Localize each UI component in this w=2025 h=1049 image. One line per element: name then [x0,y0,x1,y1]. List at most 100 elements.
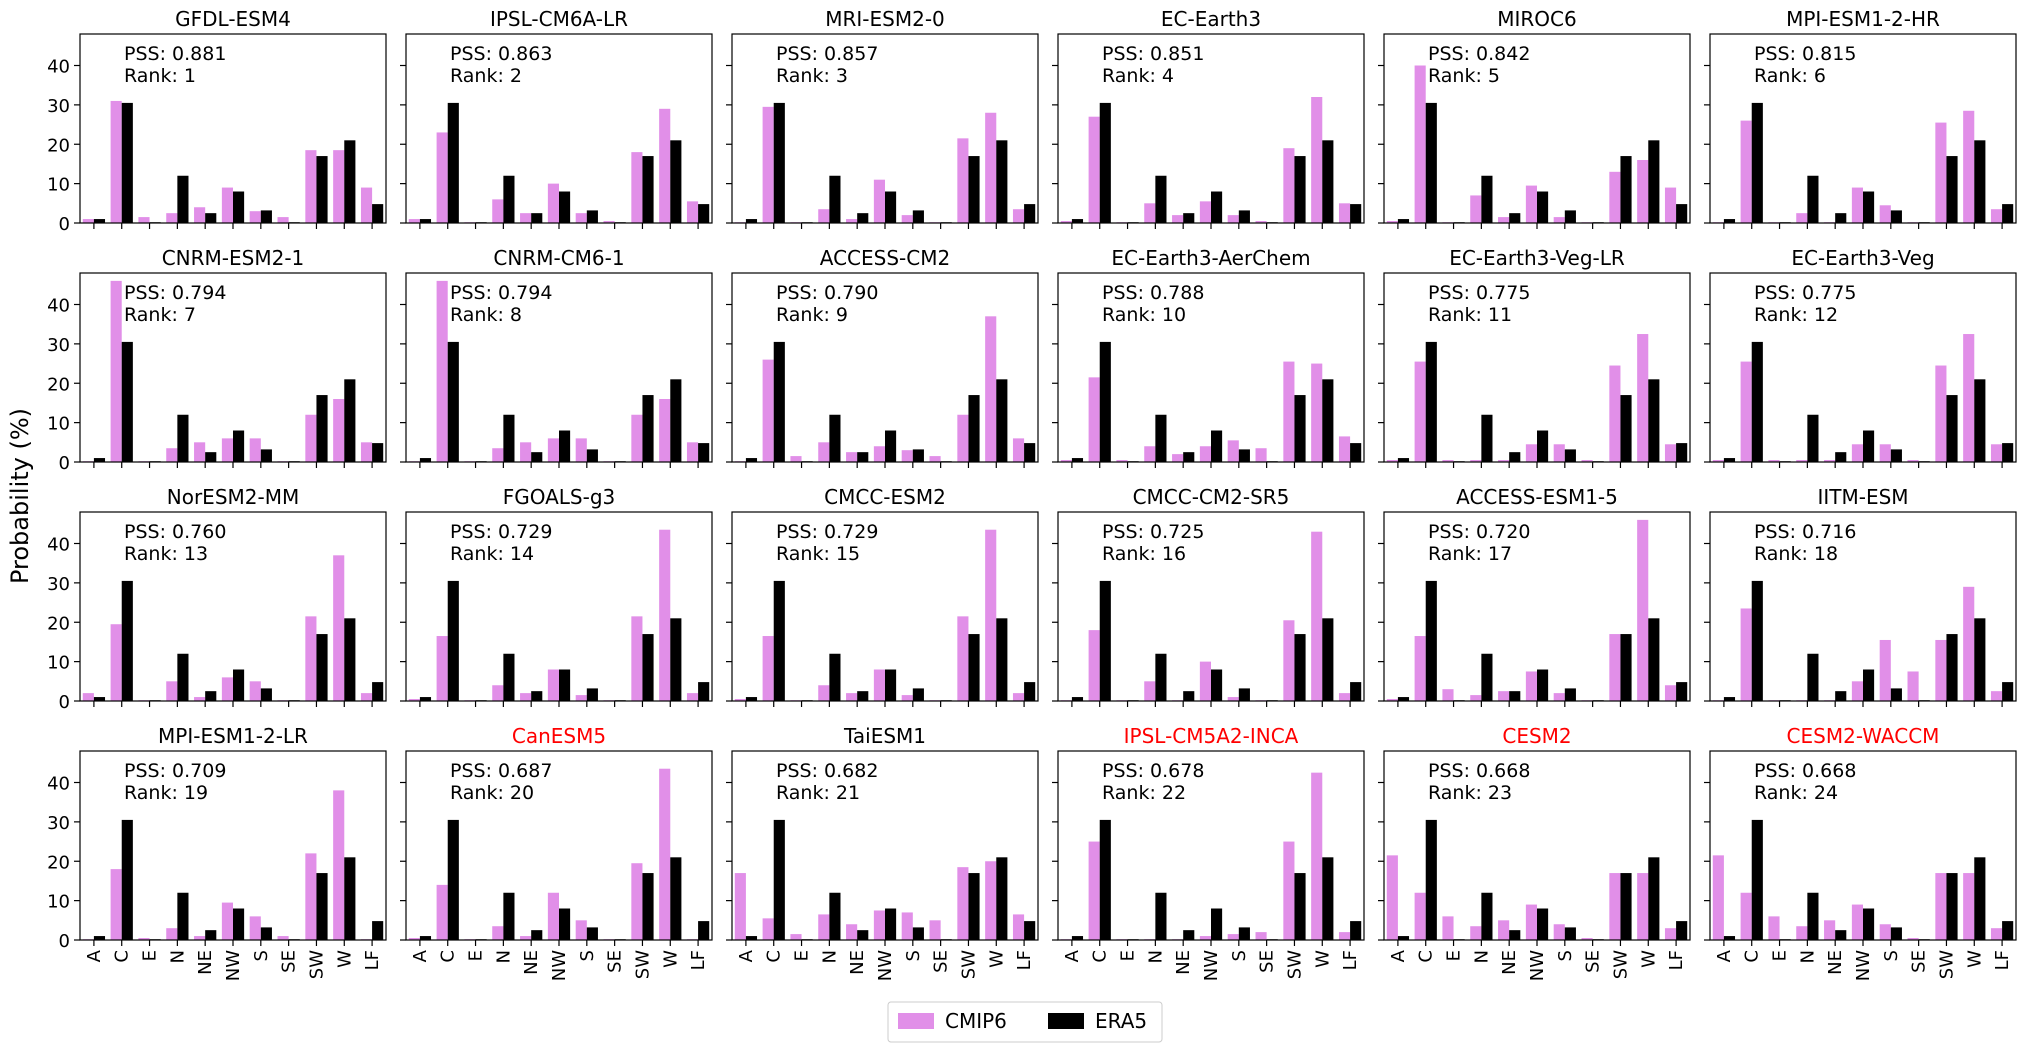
x-tick-label-LF: LF [362,950,383,970]
x-tick-label-W: W [1964,950,1985,968]
bar-cmip6-NE [1498,460,1510,462]
bar-cmip6-SE [1581,938,1593,940]
bar-era5-C [773,819,785,940]
bar-cmip6-A [408,699,420,701]
bar-cmip6-SW [957,138,969,223]
bar-cmip6-SW [1283,148,1295,223]
bar-cmip6-E [790,934,802,940]
pss-annotation: PSS: 0.716 [1754,521,1856,543]
y-tick-label: 40 [47,535,70,556]
bar-era5-S [912,927,924,940]
x-tick-label-A: A [1714,949,1735,962]
bar-era5-C [121,580,133,701]
rank-annotation: Rank: 11 [1428,304,1512,326]
bar-era5-N [829,892,841,940]
bar-era5-C [121,819,133,940]
bar-era5-W [1322,857,1334,940]
x-tick-label-C: C [112,950,133,963]
y-tick-label: 10 [47,653,70,674]
bar-cmip6-W [985,316,997,462]
bar-cmip6-C [762,359,774,462]
x-tick-label-N: N [1471,950,1492,963]
y-tick-label: 40 [47,57,70,78]
bar-era5-NW [559,191,571,223]
bar-era5-W [1648,857,1660,940]
bar-cmip6-NE [1824,460,1836,462]
rank-annotation: Rank: 3 [776,65,848,87]
bar-cmip6-C [1414,361,1426,462]
bar-cmip6-NE [194,936,206,940]
bar-cmip6-SE [1907,938,1919,940]
x-tick-label-E: E [466,950,487,961]
bar-cmip6-LF [360,693,373,701]
rank-annotation: Rank: 22 [1102,782,1186,804]
y-tick-label: 40 [47,296,70,317]
bar-cmip6-W [659,768,671,940]
y-tick-label: 30 [47,335,70,356]
y-axis-label: Probability (%) [6,408,34,584]
x-tick-label-LF: LF [1340,950,1361,970]
bar-cmip6-S [901,695,913,701]
bar-era5-C [121,102,133,223]
bar-cmip6-LF [1990,444,2003,462]
bar-cmip6-NW [547,669,559,701]
x-tick-label-SW: SW [1284,950,1305,979]
bar-era5-S [1564,210,1576,223]
bar-era5-W [1974,618,1986,701]
y-tick-label: 0 [59,931,70,952]
bar-era5-A [1071,458,1084,462]
bar-era5-W [1648,140,1660,223]
bar-cmip6-W [985,861,997,940]
y-tick-label: 0 [59,453,70,474]
x-tick-label-W: W [1638,950,1659,968]
bar-cmip6-C [1088,841,1100,940]
bar-cmip6-LF [1338,932,1351,940]
panel-title: CNRM-CM6-1 [493,246,624,270]
y-tick-label: 0 [59,214,70,235]
bar-cmip6-LF [1664,928,1677,940]
bar-cmip6-A [1386,460,1398,462]
bar-era5-NE [1183,452,1195,462]
bar-cmip6-A [82,693,94,701]
pss-annotation: PSS: 0.794 [124,282,226,304]
bar-cmip6-N [818,914,830,940]
bar-cmip6-LF [1664,444,1677,462]
bar-cmip6-SW [1609,873,1621,940]
rank-annotation: Rank: 10 [1102,304,1186,326]
bar-era5-C [447,819,459,940]
bar-era5-N [1807,892,1819,940]
bar-cmip6-C [1414,892,1426,940]
bar-era5-NW [233,669,245,701]
x-tick-label-SE: SE [1909,950,1930,973]
panel-title: MIROC6 [1497,7,1576,31]
bar-cmip6-SW [1283,841,1295,940]
bar-era5-NW [1863,430,1875,462]
bar-cmip6-SE [1907,460,1919,462]
rank-annotation: Rank: 6 [1754,65,1826,87]
bar-era5-W [344,140,356,223]
bar-era5-S [912,210,924,223]
bar-era5-LF [1676,921,1688,940]
x-tick-label-LF: LF [1992,950,2013,970]
bar-cmip6-NE [194,442,206,462]
bar-cmip6-E [1768,916,1780,940]
legend-swatch-cmip6 [898,1013,934,1029]
bar-cmip6-SW [305,150,317,223]
x-tick-label-NW: NW [1527,950,1548,981]
bar-cmip6-N [492,685,504,701]
x-tick-label-NE: NE [1499,950,1520,975]
bar-cmip6-SW [631,863,643,940]
bar-era5-SW [1620,395,1632,462]
bar-era5-N [829,414,841,462]
bar-cmip6-NW [873,446,885,462]
pss-annotation: PSS: 0.760 [124,521,226,543]
bar-era5-N [1155,414,1167,462]
bar-era5-C [1099,341,1111,462]
bar-cmip6-NW [1851,187,1863,223]
bar-era5-A [419,697,432,701]
bar-cmip6-A [1712,855,1724,940]
bar-era5-N [1155,175,1167,223]
bar-era5-S [260,927,272,940]
bar-cmip6-S [901,912,913,940]
bar-era5-LF [1024,204,1036,223]
